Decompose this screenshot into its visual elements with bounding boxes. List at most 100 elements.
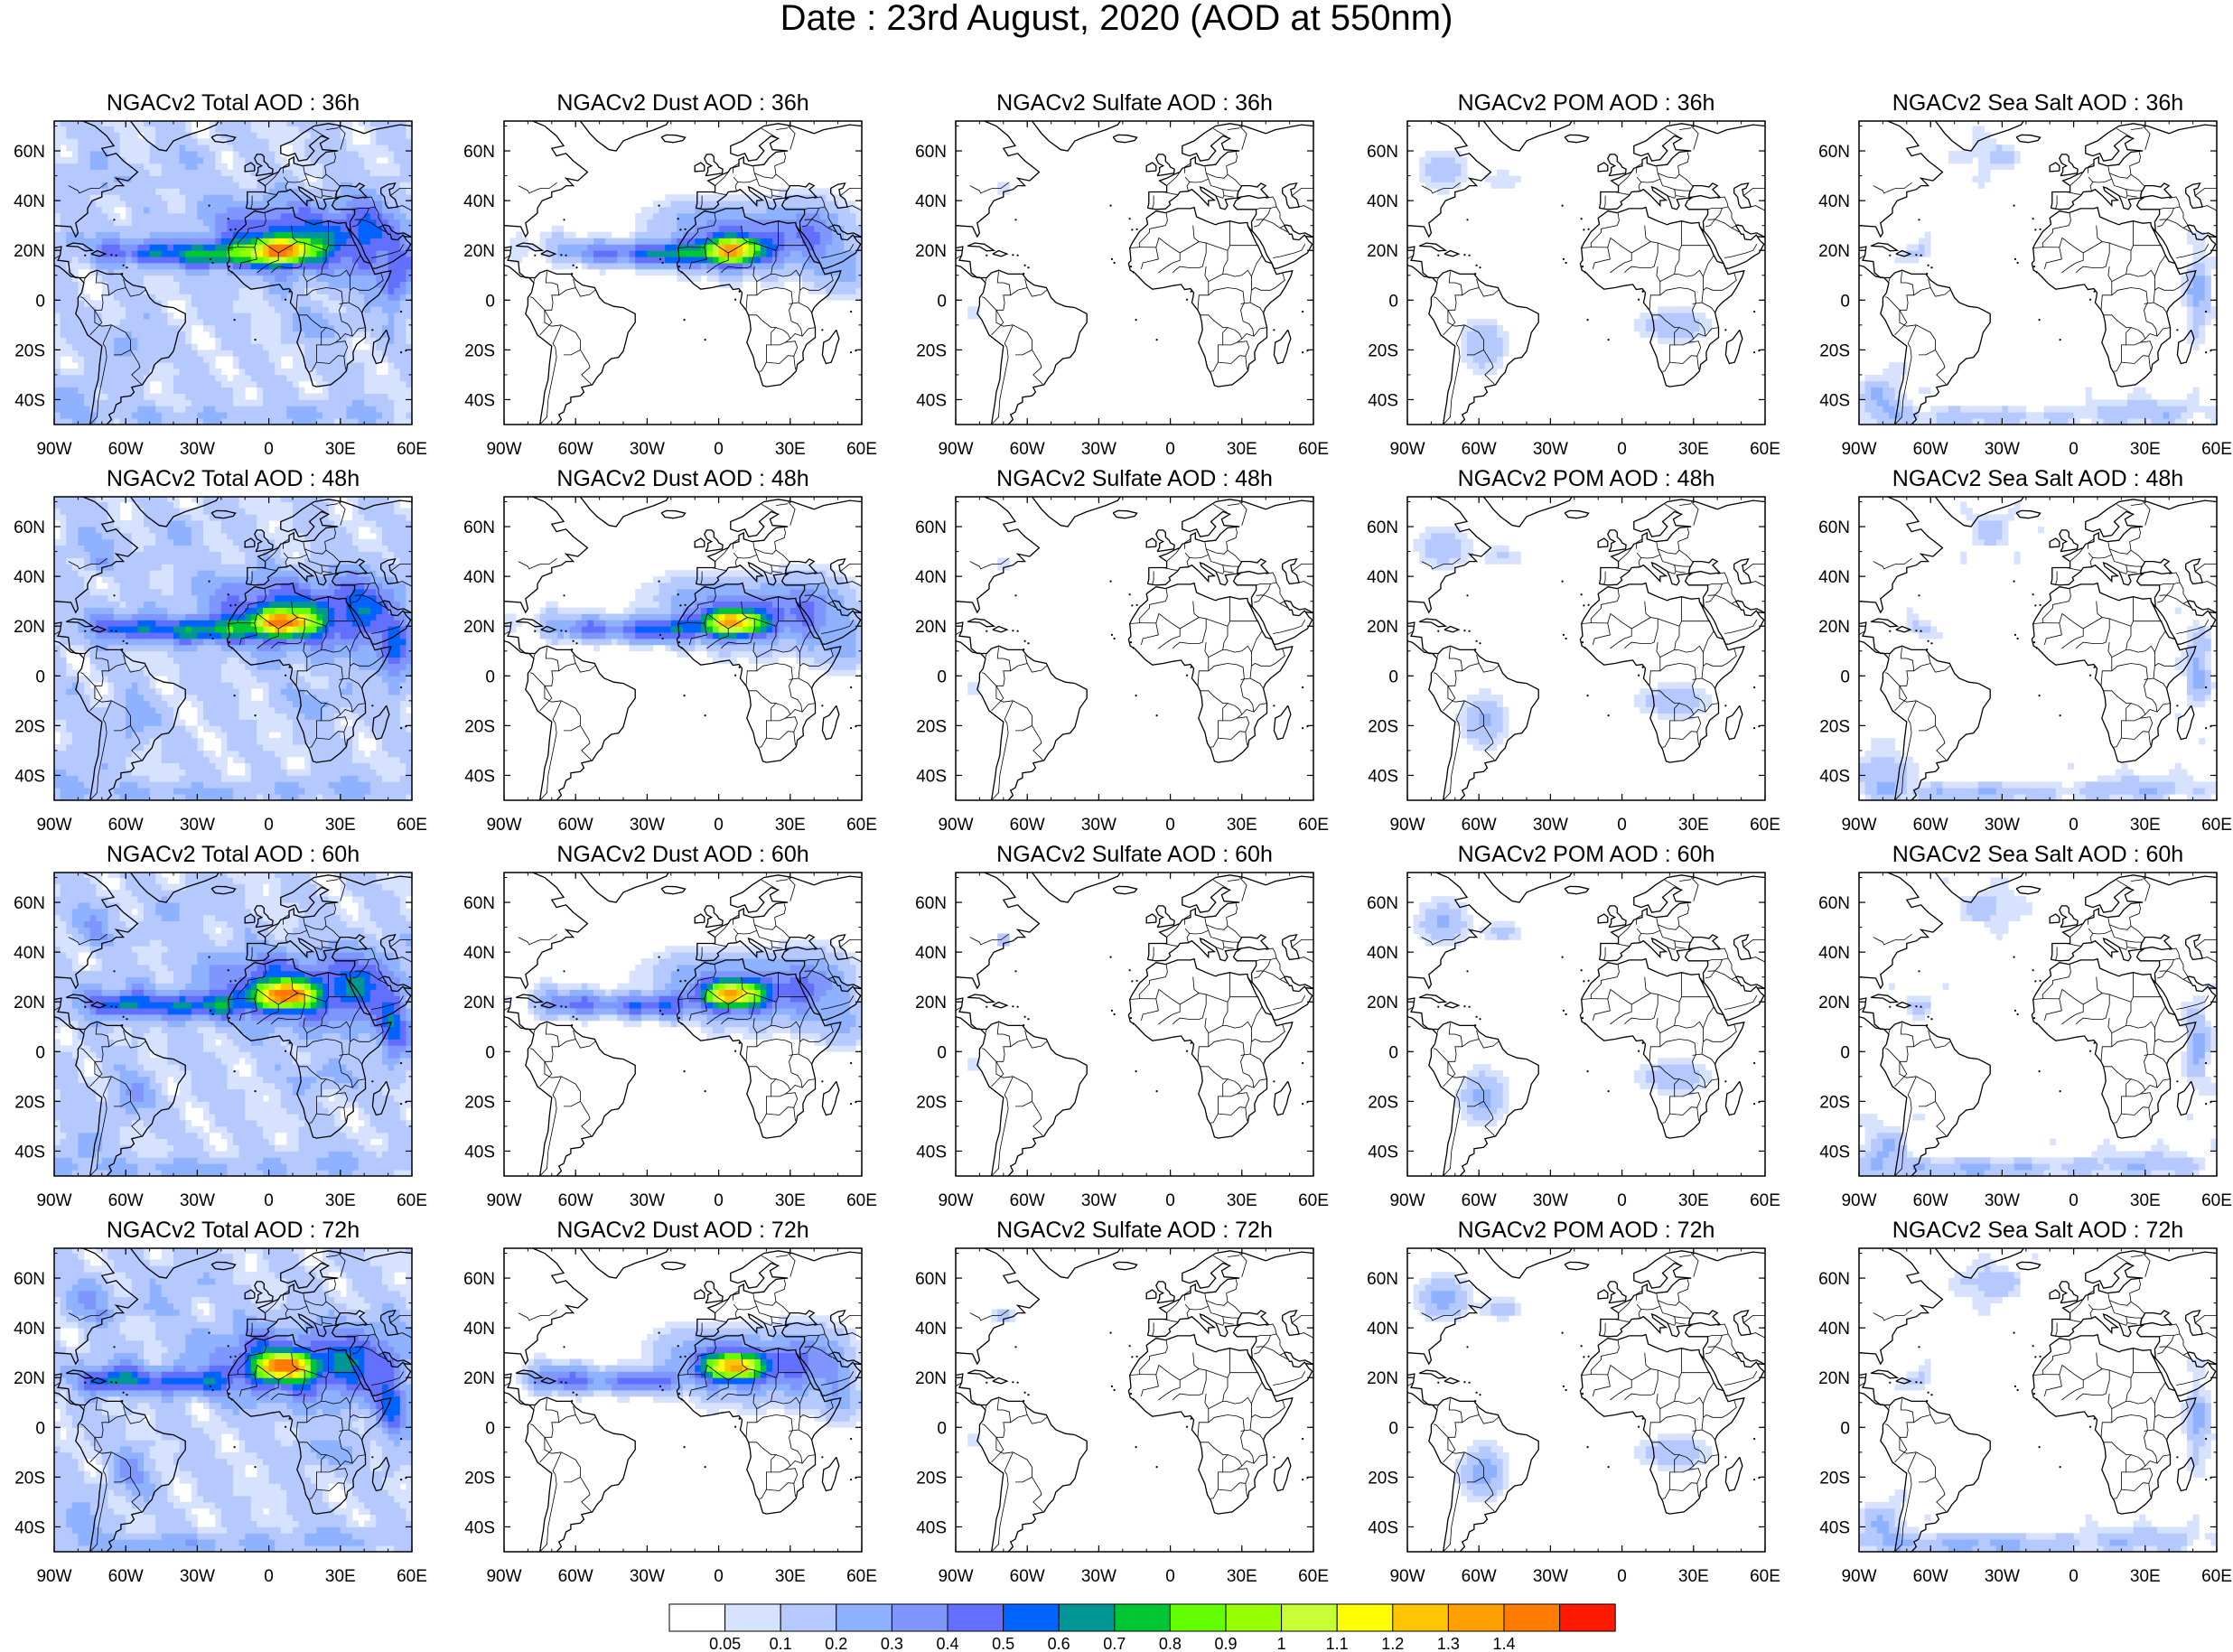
y-tick-label: 20S — [916, 1093, 947, 1112]
y-tick-label: 40S — [1368, 767, 1398, 786]
panel-frame — [503, 120, 863, 425]
map-panel-sulfate-60h: NGACv2 Sulfate AOD : 60h 90W 60W 30W 0 30E 60E… — [915, 842, 1329, 1210]
y-tick-label: 20N — [915, 994, 947, 1013]
aod-shading — [1859, 126, 2217, 425]
y-tick-label: 20S — [464, 1469, 495, 1488]
x-tick-label: 90W — [1389, 440, 1425, 459]
y-tick-label: 40N — [1818, 192, 1850, 211]
panel-title: NGACv2 Sea Salt AOD : 36h — [1892, 90, 2183, 116]
map-panel-pom-36h: NGACv2 POM AOD : 36h 90W 60W 30W 0 30E 60E 60N 4… — [1367, 90, 1780, 459]
map-panel-sulfate-48h: NGACv2 Sulfate AOD : 48h 90W 60W 30W 0 30E 60E… — [915, 466, 1329, 835]
coastlines — [956, 121, 1313, 425]
map-panel-pom-72h: NGACv2 POM AOD : 72h 90W 60W 30W 0 30E 60E 60N 4… — [1367, 1218, 1780, 1586]
y-tick-label: 0 — [35, 292, 45, 311]
coastlines — [956, 1248, 1313, 1552]
x-tick-label: 60E — [846, 1191, 877, 1210]
x-tick-label: 30W — [630, 1191, 665, 1210]
y-tick-label: 60N — [915, 143, 947, 162]
x-tick-label: 0 — [264, 816, 274, 835]
y-tick-label: 0 — [35, 1043, 45, 1062]
y-tick-label: 20N — [1367, 1369, 1398, 1388]
panel-frame — [503, 496, 863, 801]
panel-title: NGACv2 Sea Salt AOD : 48h — [1892, 466, 2183, 491]
y-tick-label: 20N — [1818, 1369, 1850, 1388]
x-tick-label: 30E — [1227, 440, 1257, 459]
y-tick-label: 20S — [1368, 341, 1398, 360]
y-tick-label: 20N — [1818, 618, 1850, 637]
figure-title: Date : 23rd August, 2020 (AOD at 550nm) — [0, 0, 2233, 38]
x-tick-label: 90W — [1841, 816, 1876, 835]
panel-frame — [955, 120, 1314, 425]
y-tick-label: 60N — [915, 518, 947, 537]
y-tick-label: 0 — [35, 667, 45, 686]
x-tick-label: 30E — [325, 1567, 356, 1586]
x-tick-label: 0 — [264, 1567, 274, 1586]
y-tick-label: 60N — [1367, 1270, 1398, 1289]
coastlines — [504, 873, 862, 1176]
y-tick-label: 20S — [916, 341, 947, 360]
map-panel-seasalt-60h: NGACv2 Sea Salt AOD : 60h 90W 60W 30W 0 30E 60… — [1818, 842, 2232, 1210]
y-tick-label: 20S — [1819, 717, 1850, 736]
x-tick-label: 0 — [1165, 440, 1175, 459]
x-tick-label: 60E — [1750, 1567, 1780, 1586]
x-tick-label: 60W — [558, 440, 593, 459]
x-tick-label: 90W — [1841, 1191, 1876, 1210]
y-tick-label: 20S — [1368, 717, 1398, 736]
x-tick-label: 60W — [1462, 1567, 1497, 1586]
y-tick-label: 40N — [1818, 944, 1850, 963]
x-tick-label: 60W — [1462, 1191, 1497, 1210]
x-tick-label: 60E — [1298, 1567, 1329, 1586]
coastlines — [1407, 121, 1765, 425]
x-tick-label: 30E — [2130, 440, 2161, 459]
panel-frame — [1406, 872, 1766, 1177]
coastlines — [1859, 873, 2217, 1176]
y-tick-label: 0 — [1388, 1043, 1398, 1062]
x-tick-label: 90W — [938, 440, 973, 459]
y-tick-label: 40N — [463, 1320, 495, 1339]
x-tick-label: 30W — [630, 440, 665, 459]
x-tick-label: 30E — [775, 1191, 806, 1210]
coastlines — [54, 873, 412, 1176]
y-tick-label: 40N — [463, 192, 495, 211]
y-tick-label: 40N — [1367, 1320, 1398, 1339]
coastlines — [1407, 497, 1765, 800]
y-tick-label: 20N — [463, 618, 495, 637]
x-tick-label: 60E — [397, 1191, 427, 1210]
x-tick-label: 0 — [2069, 1191, 2079, 1210]
panel-title: NGACv2 Total AOD : 60h — [107, 842, 360, 867]
map-panel-total-48h: NGACv2 Total AOD : 48h 90W 60W 30W 0 30E 60E 60… — [14, 466, 427, 835]
x-tick-label: 90W — [486, 1567, 521, 1586]
y-tick-label: 20N — [463, 994, 495, 1013]
x-tick-label: 60E — [846, 816, 877, 835]
panel-title: NGACv2 Total AOD : 72h — [107, 1218, 360, 1243]
map-panel-dust-72h: NGACv2 Dust AOD : 72h 90W 60W 30W 0 30E 60E 60N… — [463, 1218, 877, 1586]
x-tick-label: 30W — [180, 816, 215, 835]
x-tick-label: 0 — [1617, 1567, 1627, 1586]
panel-frame — [1858, 120, 2218, 425]
x-tick-label: 30E — [1678, 440, 1709, 459]
y-tick-label: 20S — [916, 1469, 947, 1488]
x-tick-label: 60W — [1913, 1191, 1948, 1210]
panel-frame — [1406, 496, 1766, 801]
x-tick-label: 30E — [2130, 1191, 2161, 1210]
x-tick-label: 0 — [2069, 816, 2079, 835]
y-tick-label: 0 — [937, 1419, 947, 1438]
map-panel-dust-36h: NGACv2 Dust AOD : 36h 90W 60W 30W 0 30E 60E 60N… — [463, 90, 877, 459]
x-tick-label: 60W — [108, 1191, 144, 1210]
aod-shading — [504, 939, 862, 1052]
x-tick-label: 30E — [1227, 1567, 1257, 1586]
y-tick-label: 60N — [1367, 143, 1398, 162]
x-tick-label: 0 — [1165, 1567, 1175, 1586]
y-tick-label: 40S — [14, 1518, 45, 1537]
y-tick-label: 40S — [14, 1143, 45, 1162]
x-tick-label: 30E — [775, 1567, 806, 1586]
map-panel-dust-60h: NGACv2 Dust AOD : 60h 90W 60W 30W 0 30E 60E 60N… — [463, 842, 877, 1210]
y-tick-label: 20S — [464, 1093, 495, 1112]
x-tick-label: 30E — [1678, 1191, 1709, 1210]
y-tick-label: 40N — [915, 944, 947, 963]
y-tick-label: 40S — [464, 767, 495, 786]
map-panel-total-72h: NGACv2 Total AOD : 72h 90W 60W 30W 0 30E 60E 60… — [14, 1218, 427, 1586]
panel-frame — [503, 872, 863, 1177]
y-tick-label: 20N — [463, 1369, 495, 1388]
y-tick-label: 20S — [916, 717, 947, 736]
